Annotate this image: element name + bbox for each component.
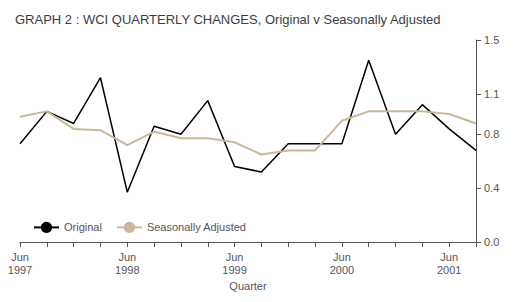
svg-text:Jun: Jun: [333, 251, 351, 263]
svg-text:0.0: 0.0: [484, 236, 499, 248]
svg-text:1.5: 1.5: [484, 34, 499, 46]
svg-text:1998: 1998: [115, 264, 139, 276]
svg-text:2000: 2000: [330, 264, 354, 276]
svg-text:1.1: 1.1: [484, 88, 499, 100]
svg-text:Seasonally Adjusted: Seasonally Adjusted: [147, 221, 246, 233]
svg-text:Jun: Jun: [226, 251, 244, 263]
svg-text:Original: Original: [64, 221, 102, 233]
svg-text:Jun: Jun: [440, 251, 458, 263]
svg-text:GRAPH 2 : WCI QUARTERLY CHANGE: GRAPH 2 : WCI QUARTERLY CHANGES, Origina…: [15, 12, 441, 27]
svg-text:0.8: 0.8: [484, 128, 499, 140]
svg-text:Jun: Jun: [118, 251, 136, 263]
svg-text:0.4: 0.4: [484, 182, 499, 194]
svg-text:1999: 1999: [222, 264, 246, 276]
svg-text:Jun: Jun: [11, 251, 29, 263]
svg-text:2001: 2001: [437, 264, 461, 276]
svg-text:1997: 1997: [8, 264, 32, 276]
svg-text:Quarter: Quarter: [229, 280, 267, 292]
